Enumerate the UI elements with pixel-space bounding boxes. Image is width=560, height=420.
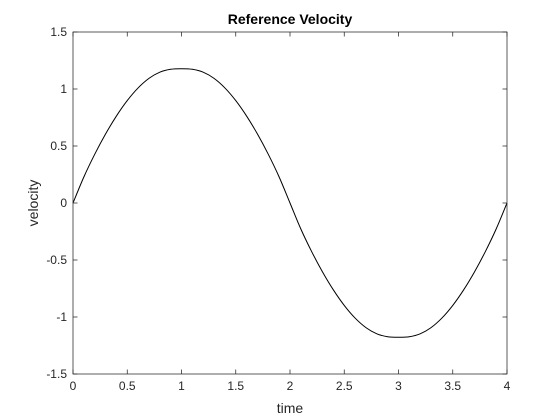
- y-axis-ticks: -1.5 -1 -0.5 0 0.5 1 1.5: [46, 25, 507, 381]
- x-tick-label: 4: [504, 379, 511, 393]
- x-tick-label: 2: [287, 379, 294, 393]
- x-axis-label: time: [277, 400, 304, 416]
- axes-box: [72, 31, 508, 375]
- y-tick-label: 1.5: [50, 25, 67, 39]
- velocity-series-line: [72, 68, 508, 338]
- y-tick-label: -1: [56, 310, 67, 324]
- chart-title: Reference Velocity: [228, 11, 353, 27]
- x-axis-ticks: 0 0.5 1 1.5 2 2.5 3 3.5 4: [70, 32, 511, 393]
- y-axis-label: velocity: [25, 180, 41, 227]
- x-tick-label: 0.5: [119, 379, 136, 393]
- y-tick-label: -1.5: [46, 367, 67, 381]
- x-tick-label: 3: [395, 379, 402, 393]
- x-tick-label: 0: [70, 379, 77, 393]
- y-tick-label: 0: [60, 196, 67, 210]
- x-tick-label: 3.5: [444, 379, 461, 393]
- y-tick-label: 0.5: [50, 139, 67, 153]
- y-tick-label: -0.5: [46, 253, 67, 267]
- series-layer: [72, 68, 508, 338]
- x-tick-label: 1: [178, 379, 185, 393]
- y-tick-label: 1: [60, 82, 67, 96]
- x-tick-label: 2.5: [336, 379, 353, 393]
- x-tick-label: 1.5: [227, 379, 244, 393]
